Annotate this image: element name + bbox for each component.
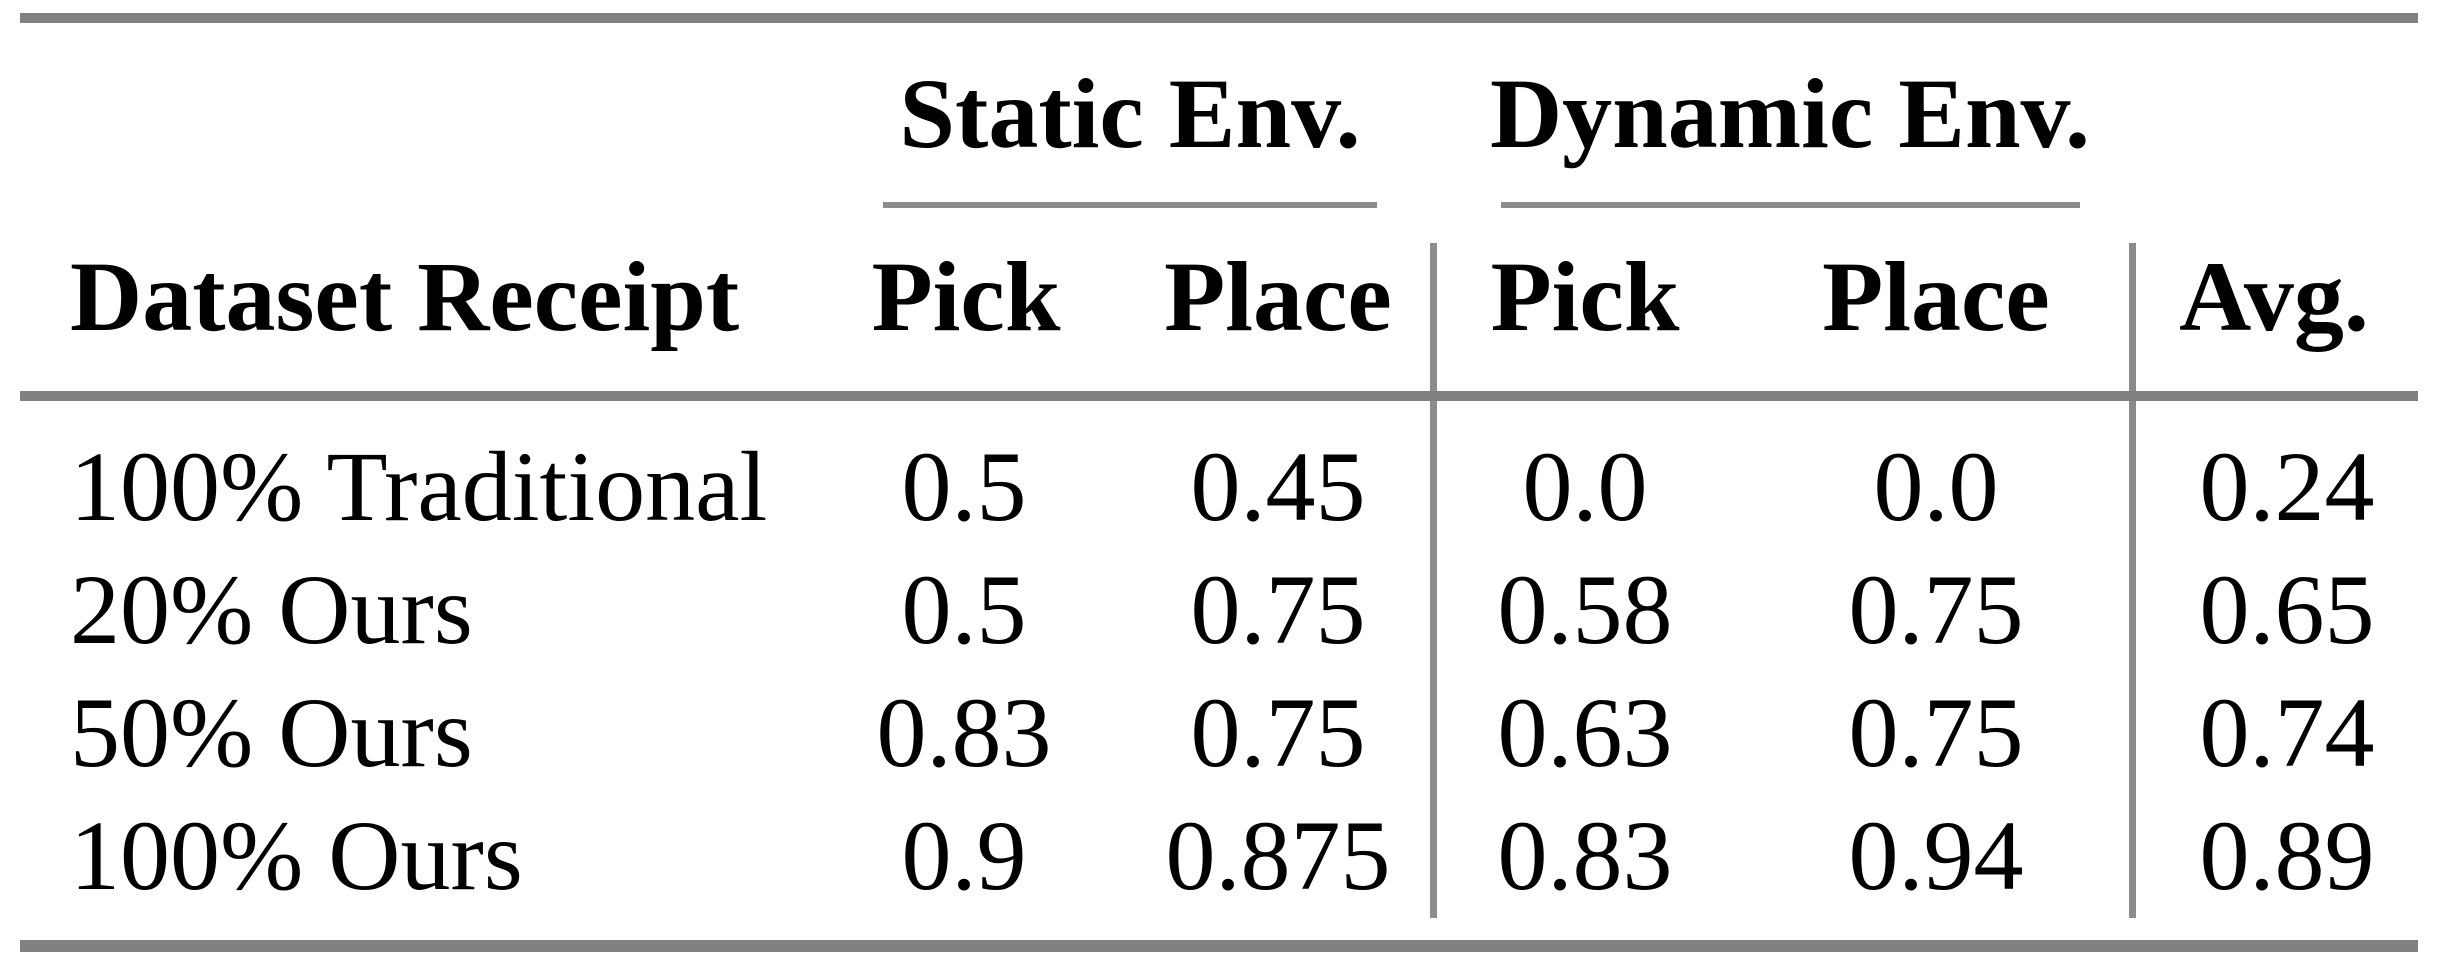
row-label: 50% Ours bbox=[70, 677, 473, 788]
static-env-underline-rule bbox=[883, 202, 1377, 208]
cell-value: 0.5 bbox=[901, 554, 1027, 665]
cell-value: 0.75 bbox=[1848, 677, 2024, 788]
cell-value: 0.5 bbox=[901, 431, 1027, 542]
table-top-rule bbox=[20, 13, 2418, 23]
cell-value: 0.63 bbox=[1497, 677, 1673, 788]
column-divider-static-dynamic bbox=[1430, 243, 1437, 918]
cell-value: 0.75 bbox=[1190, 677, 1366, 788]
cell-value: 0.9 bbox=[901, 800, 1027, 911]
cell-value: 0.89 bbox=[2199, 800, 2375, 911]
cell-value: 0.65 bbox=[2199, 554, 2375, 665]
cell-value: 0.875 bbox=[1165, 800, 1391, 911]
dynamic-env-underline-rule bbox=[1501, 202, 2080, 208]
cell-value: 0.0 bbox=[1873, 431, 1999, 542]
column-header-static-place: Place bbox=[1164, 241, 1392, 352]
cell-value: 0.75 bbox=[1190, 554, 1366, 665]
column-header-static-pick: Pick bbox=[871, 241, 1061, 352]
column-divider-dynamic-avg bbox=[2129, 243, 2136, 918]
column-header-dynamic-place: Place bbox=[1822, 241, 2050, 352]
cell-value: 0.0 bbox=[1522, 431, 1648, 542]
row-label: 100% Ours bbox=[70, 800, 523, 911]
cell-value: 0.58 bbox=[1497, 554, 1673, 665]
cell-value: 0.74 bbox=[2199, 677, 2375, 788]
cell-value: 0.24 bbox=[2199, 431, 2375, 542]
row-label: 100% Traditional bbox=[70, 431, 768, 542]
cell-value: 0.75 bbox=[1848, 554, 2024, 665]
cell-value: 0.94 bbox=[1848, 800, 2024, 911]
cell-value: 0.83 bbox=[1497, 800, 1673, 911]
table-bottom-rule bbox=[20, 940, 2418, 952]
column-header-dynamic-pick: Pick bbox=[1490, 241, 1680, 352]
column-group-header-static-env: Static Env. bbox=[899, 58, 1361, 169]
cell-value: 0.45 bbox=[1190, 431, 1366, 542]
column-group-header-dynamic-env: Dynamic Env. bbox=[1489, 58, 2091, 169]
column-header-avg: Avg. bbox=[2179, 241, 2369, 352]
column-header-dataset-receipt: Dataset Receipt bbox=[70, 241, 740, 352]
row-label: 20% Ours bbox=[70, 554, 473, 665]
table-header-rule bbox=[20, 391, 2418, 401]
cell-value: 0.83 bbox=[876, 677, 1052, 788]
